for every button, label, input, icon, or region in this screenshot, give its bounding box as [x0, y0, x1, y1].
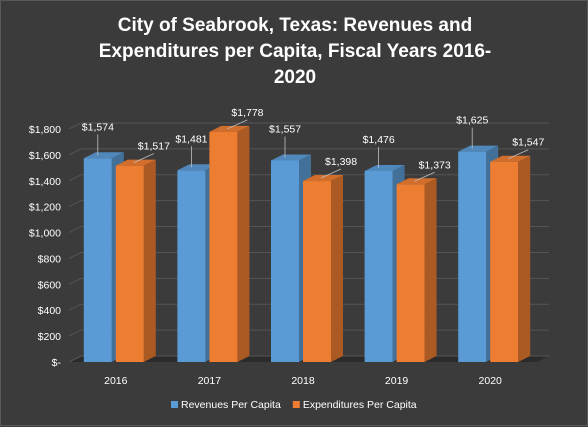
gridline-diag [68, 251, 82, 259]
y-axis-ticks: $- $200 $400 $600 $800 $1,000 $1,200 $1,400 $1,6… [29, 124, 62, 369]
y-tick-label: $400 [38, 305, 62, 317]
legend-label: Expenditures Per Capita [303, 399, 417, 411]
bar-expenditures-2019 [396, 178, 437, 362]
data-label-expenditures-2018: $1,398 [325, 156, 357, 168]
chart-title-line-1: City of Seabrook, Texas: Revenues and [118, 15, 472, 36]
gridline-diag [68, 226, 82, 234]
gridline-diag [68, 329, 82, 337]
bar-top [83, 152, 124, 159]
bars [83, 125, 531, 362]
gridline-diag [68, 277, 82, 285]
gridline-diag [68, 355, 82, 363]
legend-swatch [292, 401, 300, 408]
y-tick-label: $1,800 [29, 124, 61, 136]
bar-top [364, 164, 405, 171]
gridline-diag [68, 148, 82, 156]
chart-title: City of Seabrook, Texas: Revenues and Exp… [99, 15, 492, 88]
bar-front [83, 158, 112, 362]
y-tick-label: $1,200 [29, 202, 61, 214]
y-tick-label: $200 [38, 331, 62, 343]
data-label-leader [414, 171, 435, 182]
data-labels: $1,574 $1,517 $1,481 $1,778 $1,557 $1,398 $1,4… [82, 107, 544, 182]
bar-front [396, 184, 425, 362]
bar-top [490, 155, 531, 162]
gridline-diag [68, 200, 82, 208]
bar-top [271, 154, 311, 161]
data-label-expenditures-2016: $1,517 [138, 141, 170, 153]
bar-expenditures-2016 [115, 159, 156, 362]
bar-front [364, 170, 393, 362]
bar-expenditures-2018 [303, 175, 343, 362]
bar-side [331, 175, 343, 362]
chart-title-line-2: Expenditures per Capita, Fiscal Years 20… [99, 41, 492, 62]
x-tick-label: 2020 [479, 375, 503, 387]
bar-side [143, 159, 156, 362]
bar-top [115, 159, 156, 166]
bar-side [424, 178, 437, 362]
gridline-diag [68, 174, 82, 182]
data-label-leader [227, 119, 248, 130]
x-axis-ticks: 2016 2017 2018 2019 2020 [104, 375, 502, 387]
bar-front [115, 165, 144, 362]
bar-front [271, 160, 299, 362]
x-tick-label: 2016 [104, 375, 128, 387]
legend: Revenues Per Capita Expenditures Per Capi… [171, 399, 417, 411]
bar-front [490, 161, 519, 362]
data-label-leader [320, 168, 342, 179]
bar-top [177, 164, 218, 171]
legend-swatch [171, 401, 178, 408]
data-label-expenditures-2019: $1,373 [419, 159, 451, 171]
y-tick-label: $1,000 [29, 228, 61, 240]
data-label-leader [133, 153, 154, 163]
bar-top [209, 125, 250, 132]
y-tick-label: $1,400 [29, 176, 61, 188]
data-label-revenues-2019: $1,476 [363, 134, 395, 146]
gridline-diag [68, 303, 82, 311]
legend-item-revenues: Revenues Per Capita [171, 399, 281, 411]
bar-top [396, 178, 437, 185]
bar-front [177, 170, 206, 362]
data-label-revenues-2017: $1,481 [175, 133, 207, 145]
y-tick-label: $800 [38, 253, 62, 265]
bar-expenditures-2020 [490, 155, 531, 362]
data-label-expenditures-2017: $1,778 [231, 107, 263, 119]
y-tick-label: $- [52, 357, 62, 369]
bar-top [458, 145, 499, 152]
data-label-revenues-2018: $1,557 [269, 123, 301, 135]
bar-front [458, 151, 487, 362]
y-tick-label: $1,600 [29, 150, 61, 162]
x-tick-label: 2018 [291, 375, 315, 387]
bar-side [237, 125, 250, 362]
x-tick-label: 2017 [198, 375, 222, 387]
y-tick-label: $600 [38, 279, 62, 291]
bar-expenditures-2017 [209, 125, 250, 362]
data-label-leader [508, 149, 529, 160]
data-label-revenues-2020: $1,625 [456, 115, 488, 127]
gridline-diag [68, 122, 82, 130]
legend-label: Revenues Per Capita [181, 399, 281, 411]
bar-front [209, 131, 238, 362]
legend-item-expenditures: Expenditures Per Capita [292, 399, 417, 411]
x-tick-label: 2019 [385, 375, 409, 387]
chart-title-line-3: 2020 [274, 67, 316, 88]
data-label-revenues-2016: $1,574 [82, 121, 114, 133]
data-label-expenditures-2020: $1,547 [512, 137, 544, 149]
bar-side [518, 155, 531, 362]
bar-top [303, 175, 343, 182]
bar-front [303, 181, 331, 362]
